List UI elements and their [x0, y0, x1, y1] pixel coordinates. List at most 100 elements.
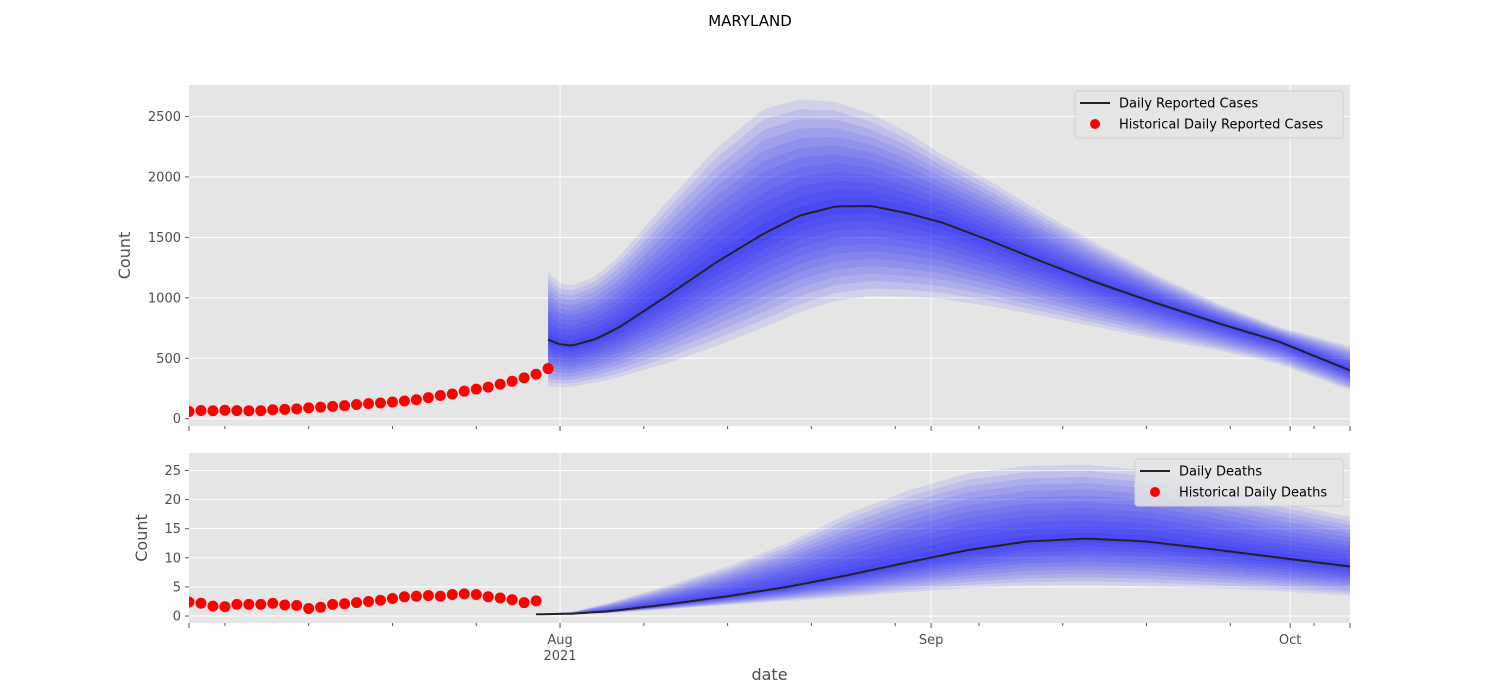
figure-suptitle: MARYLAND: [708, 12, 792, 30]
historical-point: [386, 396, 398, 408]
historical-point: [386, 593, 398, 605]
historical-point: [458, 385, 470, 397]
historical-point: [375, 397, 387, 409]
historical-point: [327, 598, 339, 610]
historical-point: [267, 597, 279, 609]
historical-point: [267, 404, 279, 416]
forecast-median-line: [536, 537, 1350, 616]
historical-point: [231, 405, 243, 417]
historical-point: [363, 595, 375, 607]
historical-points: [189, 588, 542, 614]
historical-point: [363, 398, 375, 410]
y-tick-label: 5: [173, 580, 181, 595]
historical-point: [506, 375, 518, 387]
historical-point: [494, 592, 506, 604]
x-tick-label: Oct: [1279, 633, 1301, 648]
forecast-bands: [548, 99, 1350, 391]
historical-point: [458, 588, 470, 600]
cases-panel: 0 500 1000 1500 2000 2500 Count Daily Reported …: [115, 85, 1351, 431]
historical-point: [189, 596, 195, 608]
historical-point: [279, 599, 291, 611]
legend-label: Daily Reported Cases: [1119, 97, 1258, 112]
historical-point: [410, 394, 422, 406]
historical-point: [243, 405, 255, 417]
y-tick-label: 0: [173, 610, 181, 625]
historical-point: [303, 402, 315, 414]
historical-point: [303, 602, 315, 614]
historical-point: [375, 594, 387, 606]
forecast-band: [536, 514, 1350, 615]
y-axis-label: Count: [132, 514, 151, 562]
y-tick-label: 15: [164, 522, 181, 537]
historical-point: [542, 363, 554, 375]
historical-point: [291, 403, 303, 415]
y-tick-label: 2000: [148, 170, 181, 185]
plot-area: [189, 85, 1350, 426]
historical-point: [231, 598, 243, 610]
historical-point: [243, 598, 255, 610]
historical-point: [434, 590, 446, 602]
historical-point: [506, 594, 518, 606]
historical-point: [434, 390, 446, 402]
historical-point: [255, 405, 267, 417]
legend-label: Historical Daily Reported Cases: [1119, 118, 1323, 133]
forecast-band: [548, 118, 1350, 388]
historical-points: [189, 363, 554, 417]
historical-point: [291, 600, 303, 612]
legend-label: Daily Deaths: [1179, 465, 1262, 480]
forecast-band: [536, 483, 1350, 615]
historical-point: [446, 388, 458, 400]
historical-point: [207, 405, 219, 417]
forecast-band: [548, 99, 1350, 391]
forecast-band: [548, 189, 1350, 374]
historical-point: [518, 597, 530, 609]
y-tick-label: 20: [164, 493, 181, 508]
legend-box: [1134, 458, 1344, 507]
historical-point: [494, 378, 506, 390]
forecast-band: [536, 520, 1350, 615]
historical-point: [351, 398, 363, 410]
legend-box: [1074, 90, 1344, 139]
forecast-band: [536, 489, 1350, 615]
historical-point: [195, 405, 207, 417]
legend: Daily Reported Cases Historical Daily Rep…: [1074, 90, 1344, 139]
x-tick-sublabel: 2021: [543, 649, 576, 664]
historical-point: [470, 383, 482, 395]
forecast-band: [536, 477, 1350, 615]
forecast-band: [548, 197, 1350, 372]
forecast-band: [548, 180, 1350, 376]
historical-point: [518, 372, 530, 384]
historical-point: [207, 600, 219, 612]
historical-point: [315, 401, 327, 413]
forecast-band: [548, 145, 1350, 382]
historical-point: [422, 392, 434, 404]
y-tick-label: 500: [156, 352, 181, 367]
historical-point: [219, 404, 231, 416]
y-axis-label: Count: [115, 232, 134, 280]
x-tick-label: Sep: [919, 633, 944, 648]
historical-point: [315, 601, 327, 613]
historical-point: [219, 601, 231, 613]
x-axis-label: date: [751, 665, 787, 684]
forecast-bands: [536, 464, 1350, 615]
forecast-band: [548, 163, 1350, 379]
historical-point: [339, 400, 351, 412]
legend-label: Historical Daily Deaths: [1179, 486, 1327, 501]
forecast-band: [548, 154, 1350, 381]
historical-point: [195, 597, 207, 609]
y-tick-label: 0: [173, 412, 181, 427]
historical-point: [398, 591, 410, 603]
historical-point: [327, 400, 339, 412]
forecast-band: [536, 526, 1350, 615]
historical-point: [398, 395, 410, 407]
forecast-band: [536, 501, 1350, 615]
x-tick-label: Aug: [547, 633, 572, 648]
forecast-band: [536, 507, 1350, 615]
y-tick-label: 1000: [148, 291, 181, 306]
historical-point: [482, 381, 494, 393]
historical-point: [339, 598, 351, 610]
y-tick-label: 10: [164, 551, 181, 566]
y-tick-label: 2500: [148, 110, 181, 125]
forecast-band: [548, 109, 1350, 389]
